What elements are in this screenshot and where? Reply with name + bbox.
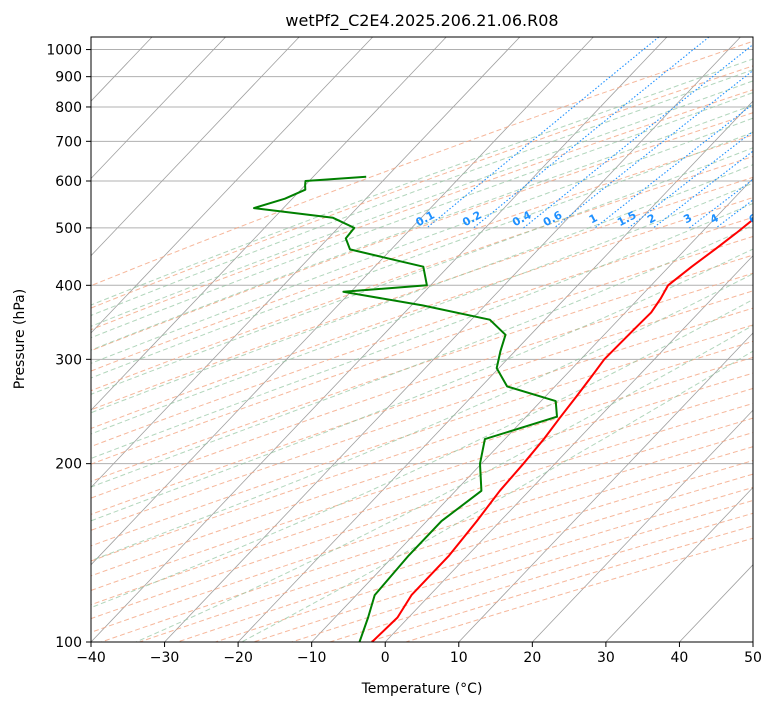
y-tick-label-900: 900 [55, 70, 82, 86]
x-tick-label-20: 20 [523, 650, 541, 666]
y-tick-label-800: 800 [55, 100, 82, 116]
chart-title: wetPf2_C2E4.2025.206.21.06.R08 [285, 11, 558, 31]
x-tick-label--10: −10 [297, 650, 327, 666]
x-tick-label-40: 40 [671, 650, 689, 666]
y-tick-label-700: 700 [55, 134, 82, 150]
x-tick-label--40: −40 [76, 650, 106, 666]
y-tick-label-200: 200 [55, 457, 82, 473]
x-tick-label-50: 50 [744, 650, 762, 666]
y-tick-label-1000: 1000 [46, 43, 82, 59]
x-tick-label-10: 10 [450, 650, 468, 666]
x-tick-label-0: 0 [381, 650, 390, 666]
x-tick-label--30: −30 [150, 650, 180, 666]
y-tick-label-400: 400 [55, 278, 82, 294]
y-tick-label-600: 600 [55, 174, 82, 190]
y-tick-label-300: 300 [55, 352, 82, 368]
y-axis-label: Pressure (hPa) [12, 289, 28, 389]
x-tick-label--20: −20 [223, 650, 253, 666]
x-tick-label-30: 30 [597, 650, 615, 666]
x-axis-label: Temperature (°C) [361, 681, 483, 697]
y-tick-label-500: 500 [55, 221, 82, 237]
y-tick-label-100: 100 [55, 635, 82, 651]
